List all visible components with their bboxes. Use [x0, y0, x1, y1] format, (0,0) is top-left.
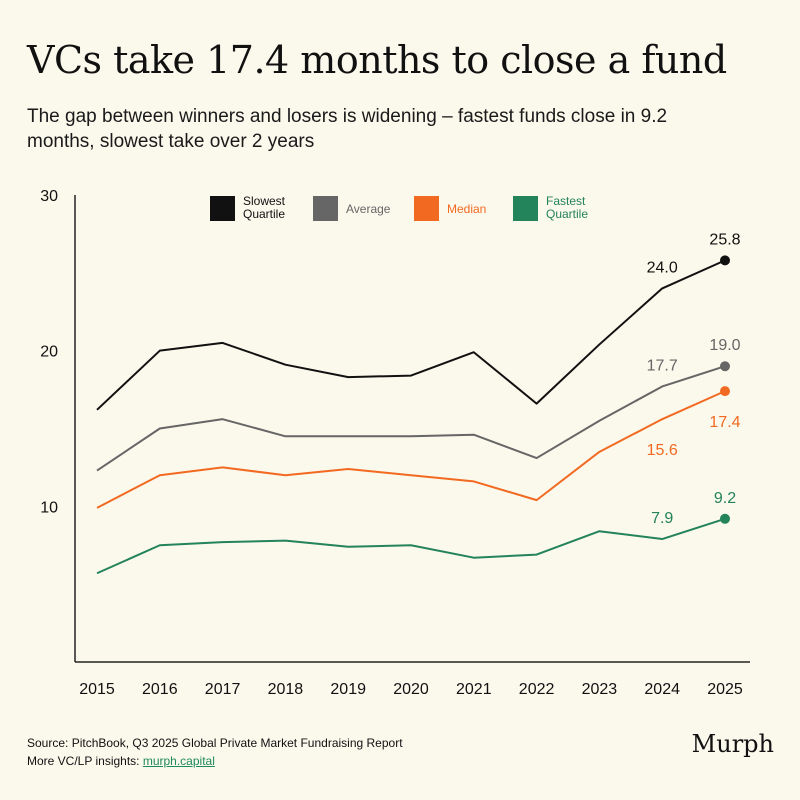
- legend-label: Fastest: [546, 194, 586, 208]
- series-end-point-1: [720, 361, 730, 372]
- x-tick-label: 2023: [582, 681, 618, 698]
- more-insights-label: More VC/LP insights:: [27, 754, 143, 768]
- legend-label: Quartile: [546, 207, 588, 221]
- data-label: 25.8: [709, 231, 740, 248]
- footer: Source: PitchBook, Q3 2025 Global Privat…: [27, 734, 403, 770]
- legend-swatch-1: [313, 196, 338, 221]
- series-end-point-0: [720, 255, 730, 266]
- source-note: Source: PitchBook, Q3 2025 Global Privat…: [27, 736, 403, 750]
- x-tick-label: 2021: [456, 681, 492, 698]
- x-tick-label: 2017: [205, 681, 241, 698]
- chart-subtitle: The gap between winners and losers is wi…: [27, 106, 668, 152]
- legend-label: Median: [447, 202, 486, 216]
- data-label: 17.4: [709, 414, 740, 431]
- x-tick-label: 2015: [79, 681, 115, 698]
- y-tick-label: 30: [40, 188, 58, 205]
- series-end-point-3: [720, 513, 730, 524]
- series-end-point-2: [720, 386, 730, 397]
- data-label: 19.0: [709, 337, 740, 354]
- legend-swatch-0: [210, 196, 235, 221]
- series-line-1: [96, 365, 726, 472]
- brand-logo: Murph: [691, 730, 774, 758]
- x-tick-label: 2020: [393, 681, 429, 698]
- chart-title: VCs take 17.4 months to close a fund: [27, 38, 727, 82]
- legend-swatch-2: [414, 196, 439, 221]
- y-tick-label: 20: [40, 344, 58, 361]
- legend-swatch-3: [513, 196, 538, 221]
- data-label: 17.7: [647, 357, 678, 374]
- murph-capital-link[interactable]: murph.capital: [142, 754, 215, 768]
- x-tick-label: 2018: [268, 681, 304, 698]
- x-tick-label: 2016: [142, 681, 178, 698]
- legend-label: Average: [346, 202, 391, 216]
- series-line-2: [96, 390, 726, 509]
- legend-label: Slowest: [243, 194, 286, 208]
- x-tick-label: 2022: [519, 681, 555, 698]
- data-label: 15.6: [647, 442, 678, 459]
- y-tick-label: 10: [40, 499, 58, 516]
- x-tick-label: 2019: [330, 681, 366, 698]
- data-label: 7.9: [651, 510, 673, 527]
- x-tick-label: 2024: [644, 681, 680, 698]
- data-label: 24.0: [647, 259, 678, 276]
- x-tick-label: 2025: [707, 681, 743, 698]
- series-line-3: [96, 517, 726, 575]
- series-line-0: [96, 259, 726, 411]
- more-insights: More VC/LP insights: murph.capital: [27, 752, 403, 770]
- data-label: 9.2: [714, 490, 736, 507]
- legend-label: Quartile: [243, 207, 285, 221]
